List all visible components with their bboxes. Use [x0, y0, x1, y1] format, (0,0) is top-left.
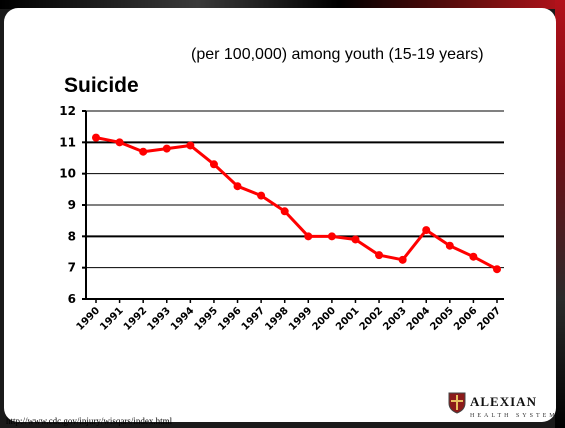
data-point: [257, 191, 266, 200]
y-tick-label: 12: [59, 104, 76, 118]
y-tick-label: 6: [68, 292, 76, 306]
data-point: [186, 141, 195, 150]
x-tick-label: 1990: [75, 305, 102, 332]
data-point: [92, 133, 100, 142]
data-point: [493, 265, 501, 274]
logo-name: ALEXIAN: [470, 394, 537, 409]
x-tick-label: 1998: [263, 305, 290, 332]
x-tick-label: 1996: [216, 305, 243, 332]
logo-subtitle: HEALTH SYSTEM: [470, 413, 558, 419]
x-tick-label: 1997: [240, 305, 267, 332]
x-tick-label: 1993: [145, 305, 172, 332]
y-tick-label: 10: [59, 167, 76, 181]
source-url: http://www.cdc.gov/injury/wisqars/index.…: [6, 416, 173, 426]
alexian-logo: ALEXIAN HEALTH SYSTEM: [448, 392, 558, 426]
data-point: [469, 252, 478, 261]
data-point: [351, 235, 360, 244]
x-tick-label: 1994: [169, 305, 196, 332]
chart-title: Suicide: [64, 74, 139, 97]
data-point: [398, 255, 407, 264]
x-tick-label: 1995: [193, 305, 220, 332]
data-point: [162, 144, 171, 153]
x-tick-label: 2000: [311, 305, 338, 332]
data-point: [445, 241, 454, 250]
series-line: [95, 136, 498, 271]
slide-canvas: (per 100,000) among youth (15-19 years) …: [4, 8, 556, 426]
x-tick-label: 1992: [122, 305, 149, 332]
data-point: [304, 232, 313, 241]
y-tick-label: 11: [59, 135, 76, 149]
x-tick-label: 2004: [405, 305, 432, 332]
data-point: [375, 251, 384, 260]
y-tick-label: 7: [68, 261, 76, 275]
y-tick-label: 9: [68, 198, 76, 212]
shield-crest-icon: [448, 392, 466, 414]
data-point: [422, 226, 431, 235]
x-tick-label: 2006: [452, 305, 479, 332]
data-point: [139, 147, 148, 156]
slide-frame-top: [0, 0, 565, 9]
x-tick-label: 2003: [381, 305, 408, 332]
data-point: [280, 207, 289, 216]
data-point: [209, 160, 218, 169]
x-tick-label: 2001: [334, 305, 361, 332]
data-point: [115, 138, 124, 147]
data-point: [327, 232, 336, 241]
x-tick-label: 1991: [98, 305, 125, 332]
y-tick-label: 8: [68, 229, 76, 243]
slide-frame-right: [555, 0, 565, 428]
x-tick-label: 2007: [476, 305, 503, 332]
data-point: [233, 182, 242, 191]
chart-subtitle: (per 100,000) among youth (15-19 years): [191, 46, 484, 63]
x-tick-label: 2005: [428, 305, 455, 332]
x-tick-label: 2002: [358, 305, 385, 332]
x-tick-label: 1999: [287, 305, 314, 332]
